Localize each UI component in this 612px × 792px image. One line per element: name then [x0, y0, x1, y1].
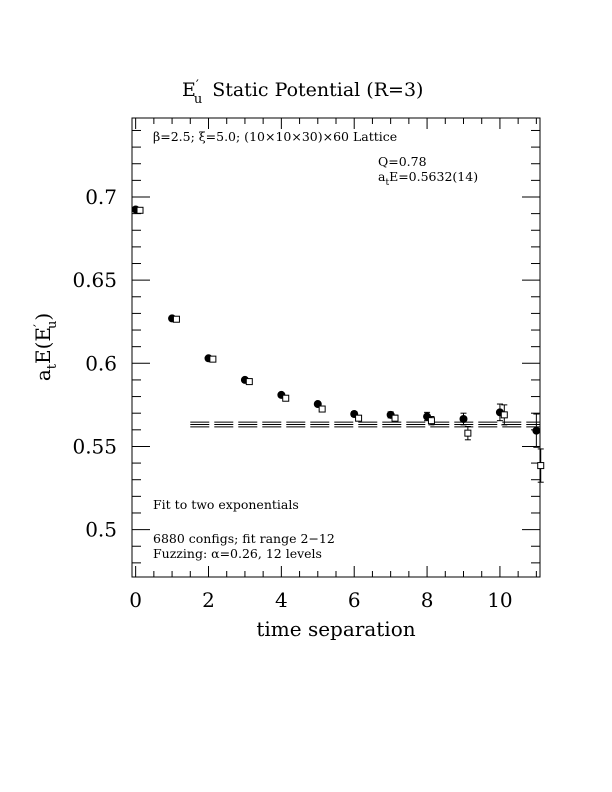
x-tick-label: 2: [202, 588, 215, 612]
square-marker: [136, 206, 144, 214]
y-tick-label: 0.7: [85, 185, 117, 209]
y-label-prime: ′: [32, 324, 47, 327]
square-marker: [355, 414, 363, 422]
data-point-square: [282, 394, 290, 402]
square-marker: [209, 355, 217, 363]
data-point-square: [136, 206, 144, 214]
y-ticks: 0.5 0.55 0.6 0.65 0.7: [72, 129, 540, 564]
y-tick-label: 0.5: [85, 518, 117, 542]
configs-annotation: 6880 configs; fit range 2−12: [153, 531, 335, 546]
title-text: Static Potential (R=3): [212, 79, 423, 101]
x-tick-label: 0: [129, 588, 142, 612]
chart-title: E′ u Static Potential (R=3): [182, 78, 423, 107]
title-symbol-sub: u: [194, 92, 202, 107]
data-point-square: [537, 448, 545, 483]
square-marker: [464, 429, 472, 437]
square-marker: [172, 315, 180, 323]
x-tick-label: 6: [348, 588, 361, 612]
fit-energy-sub: t: [385, 178, 389, 188]
y-label-sub-u: u: [45, 321, 60, 329]
y-tick-label: 0.55: [72, 434, 117, 458]
y-label-mid: E(E: [31, 327, 55, 364]
y-label-sub-t: t: [45, 363, 60, 369]
data-point-circle: [532, 413, 541, 448]
y-tick-label: 0.6: [85, 351, 117, 375]
data-point-square: [209, 355, 217, 363]
data-point-circle: [459, 412, 468, 426]
title-symbol-prime: ′: [196, 78, 199, 93]
square-marker: [282, 394, 290, 402]
fit-energy-a: a: [378, 169, 386, 184]
x-tick-label: 4: [275, 588, 288, 612]
data-point-square: [172, 315, 180, 323]
svg-text:atE(E′u): atE(E′u): [31, 313, 60, 381]
y-tick-label: 0.65: [72, 268, 117, 292]
y-label-a: a: [31, 369, 55, 381]
data-point-square: [355, 414, 363, 422]
y-axis-label: atE(E′u): [31, 313, 60, 381]
data-point-square: [500, 404, 508, 426]
square-marker: [427, 417, 435, 425]
square-marker: [318, 405, 326, 413]
square-marker: [245, 378, 253, 386]
q-annotation: Q=0.78: [378, 154, 427, 169]
lattice-annotation: β=2.5; ξ=5.0; (10×10×30)×60 Lattice: [153, 129, 397, 144]
data-point-square: [318, 405, 326, 413]
x-tick-label: 8: [421, 588, 434, 612]
fuzzing-annotation: Fuzzing: α=0.26, 12 levels: [153, 546, 322, 561]
square-marker: [500, 411, 508, 419]
data-series: [131, 205, 545, 483]
x-tick-label: 10: [487, 588, 512, 612]
data-point-square: [464, 425, 472, 441]
fit-energy-value: E=0.5632(14): [389, 169, 478, 184]
data-point-square: [427, 416, 435, 426]
title-symbol: E: [182, 79, 196, 101]
x-axis-label: time separation: [256, 617, 415, 641]
x-ticks: 0 2 4 6 8 10: [129, 118, 537, 612]
fit-type-annotation: Fit to two exponentials: [153, 497, 299, 512]
data-point-square: [391, 414, 399, 422]
fit-energy-annotation: atE=0.5632(14): [378, 169, 478, 188]
square-marker: [537, 462, 545, 470]
fit-band: [190, 421, 540, 428]
y-label-end: ): [31, 313, 55, 321]
circle-marker: [459, 415, 468, 424]
data-point-square: [245, 378, 253, 386]
circle-marker: [532, 426, 541, 435]
square-marker: [391, 414, 399, 422]
